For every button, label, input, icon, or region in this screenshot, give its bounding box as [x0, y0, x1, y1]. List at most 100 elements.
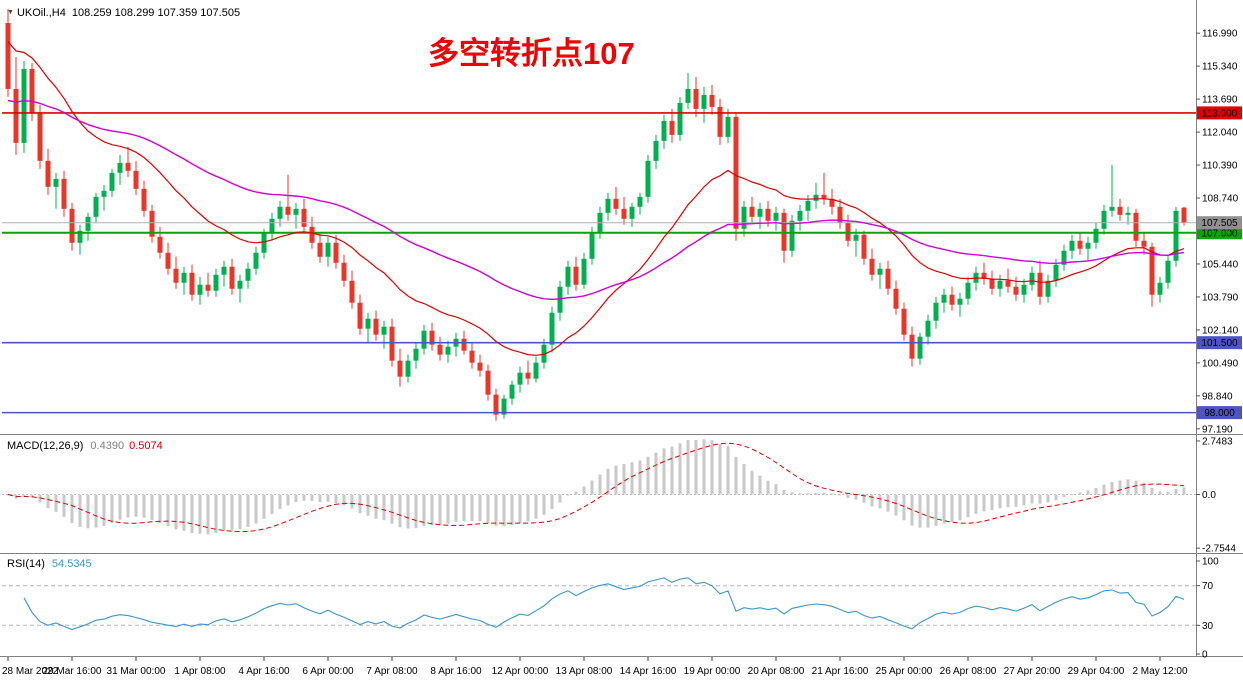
macd-histogram-bar — [430, 494, 434, 526]
candle-up — [117, 162, 123, 173]
candle-down — [45, 160, 51, 187]
candle-down — [981, 272, 987, 279]
candle-up — [1085, 242, 1091, 249]
macd-histogram-bar — [350, 494, 354, 509]
candle-down — [141, 188, 147, 211]
macd-histogram-bar — [1174, 488, 1178, 495]
macd-histogram-bar — [814, 492, 818, 495]
macd-histogram-bar — [1014, 494, 1018, 507]
candle-up — [957, 298, 963, 305]
price-badge-101.500: 101.500 — [1197, 336, 1242, 350]
candle-up — [789, 220, 795, 251]
ohlc-values: 108.259 108.299 107.359 107.505 — [71, 7, 241, 19]
candle-down — [309, 226, 315, 243]
axis-label: 27 Apr 20:00 — [1004, 666, 1061, 677]
candle-down — [709, 94, 715, 107]
macd-name: MACD(12,26,9) — [7, 440, 84, 452]
candle-down — [573, 266, 579, 285]
price-axis[interactable]: 116.990 115.340 113.690 112.040 110.390 108.7… — [1196, 29, 1242, 661]
candle-up — [381, 326, 387, 335]
candle-up — [557, 286, 563, 313]
macd-histogram-bar — [510, 494, 514, 526]
macd-histogram-bar — [622, 464, 626, 495]
symbol-name: UKOil.,H4 — [16, 7, 66, 19]
candle-up — [1165, 260, 1171, 283]
candle-up — [1109, 206, 1115, 211]
candle-up — [85, 216, 91, 231]
axis-label: -2.7544 — [1202, 544, 1236, 555]
candle-down — [1133, 212, 1139, 241]
macd-histogram-bar — [78, 494, 82, 527]
candle-up — [1021, 284, 1027, 295]
macd-histogram-bar — [366, 494, 370, 516]
candle-down — [205, 284, 211, 291]
macd-histogram-bar — [542, 494, 546, 515]
candle-up — [813, 194, 819, 201]
macd-histogram-bar — [558, 494, 562, 503]
candles-layer — [5, 8, 1187, 421]
macd-histogram-bar — [70, 494, 74, 524]
macd-value-signal: 0.5074 — [129, 440, 163, 452]
candle-up — [445, 346, 451, 355]
candle-up — [293, 208, 299, 215]
candle-down — [357, 302, 363, 329]
axis-label: 113.000 — [1202, 108, 1238, 119]
macd-histogram-bar — [942, 494, 946, 524]
candle-down — [493, 394, 499, 415]
macd-histogram-bar — [742, 464, 746, 495]
macd-histogram-bar — [1046, 494, 1050, 503]
macd-histogram-bar — [406, 494, 410, 529]
candle-down — [165, 252, 171, 269]
candle-down — [669, 120, 675, 135]
candle-up — [941, 294, 947, 303]
axis-label: 4 Apr 16:00 — [238, 666, 290, 677]
macd-histogram-bar — [958, 494, 962, 521]
macd-histogram-bar — [62, 494, 66, 517]
candle-up — [685, 88, 691, 103]
axis-label: 98.840 — [1202, 391, 1233, 402]
candle-up — [21, 68, 27, 143]
macd-histogram-bar — [286, 494, 290, 506]
macd-histogram-bar — [654, 452, 658, 495]
axis-label: 6 Apr 00:00 — [302, 666, 354, 677]
macd-histogram-bar — [630, 462, 634, 495]
axis-label: 30 — [1202, 621, 1214, 632]
candle-up — [965, 282, 971, 299]
macd-histogram-bar — [718, 444, 722, 495]
macd-histogram-bar — [598, 474, 602, 495]
candle-down — [373, 318, 379, 335]
main-price-panel[interactable] — [2, 8, 1196, 421]
candle-up — [197, 284, 203, 295]
candle-down — [5, 22, 11, 89]
macd-histogram-bar — [606, 468, 610, 495]
macd-histogram-bar — [1062, 494, 1066, 498]
macd-histogram-bar — [462, 494, 466, 522]
candle-up — [421, 330, 427, 349]
candle-up — [1173, 210, 1179, 261]
macd-histogram-bar — [1086, 490, 1090, 495]
axis-label: 13 Apr 08:00 — [556, 666, 613, 677]
macd-histogram-bar — [1070, 494, 1074, 496]
candle-up — [541, 344, 547, 363]
macd-panel[interactable] — [2, 439, 1196, 535]
rsi-panel[interactable] — [2, 577, 1196, 631]
axis-label: 101.500 — [1201, 338, 1238, 349]
macd-histogram-bar — [198, 494, 202, 534]
candle-down — [869, 258, 875, 275]
macd-histogram-bar — [126, 494, 130, 518]
macd-signal-line — [7, 442, 1185, 533]
macd-histogram-bar — [694, 439, 698, 495]
candle-down — [341, 262, 347, 281]
chevron-down-icon[interactable]: ▼ — [7, 9, 14, 16]
candle-up — [277, 206, 283, 219]
axis-label: 112.040 — [1202, 128, 1238, 139]
macd-histogram-bar — [862, 494, 866, 503]
macd-histogram-bar — [270, 494, 274, 514]
axis-label: 100 — [1202, 557, 1219, 568]
macd-histogram-bar — [390, 494, 394, 524]
macd-histogram-bar — [1006, 494, 1010, 508]
macd-histogram-bar — [142, 494, 146, 518]
